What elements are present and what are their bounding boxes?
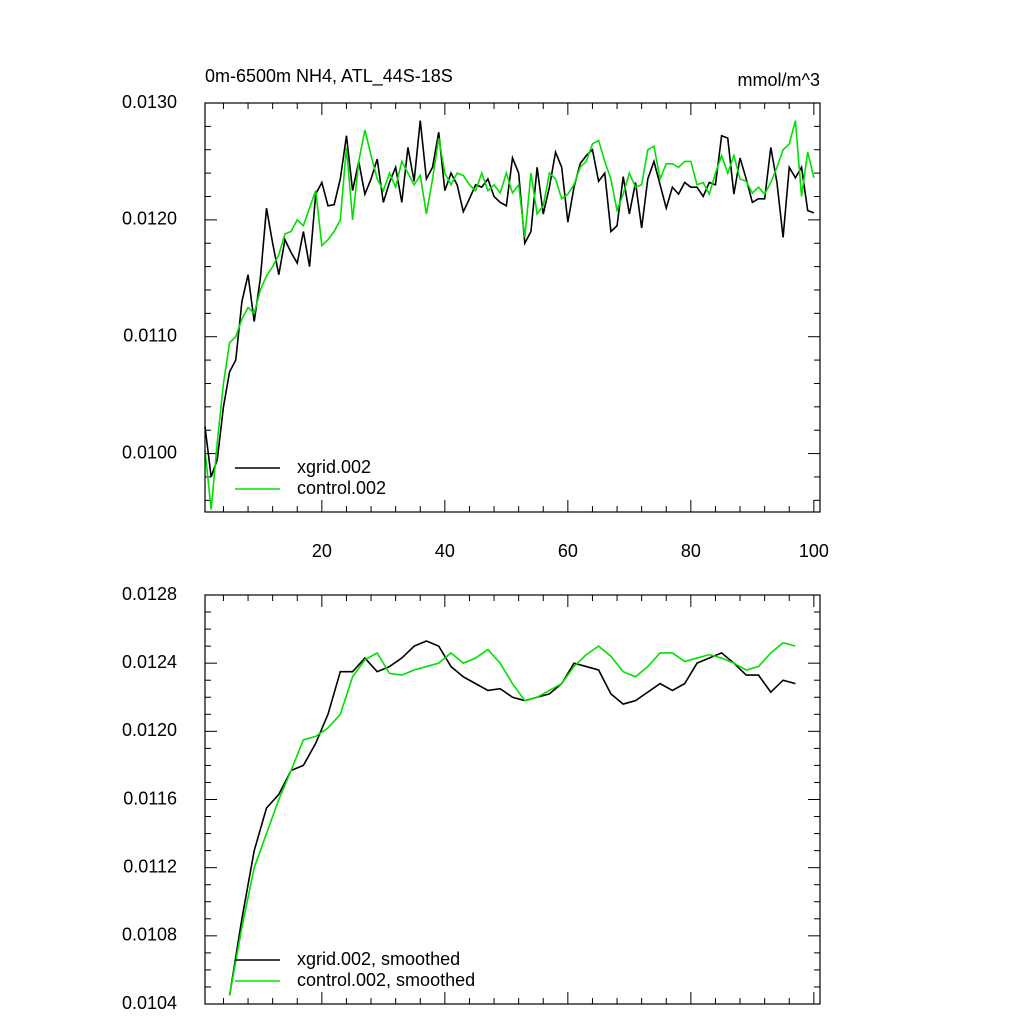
x-tick-label: 80 bbox=[681, 541, 701, 561]
x-tick-label: 60 bbox=[558, 541, 578, 561]
units-label: mmol/m^3 bbox=[738, 70, 820, 90]
series-line bbox=[204, 120, 815, 510]
x-tick-label: 100 bbox=[799, 541, 829, 561]
y-tick-label: 0.0130 bbox=[122, 92, 177, 112]
legend-label: control.002 bbox=[297, 478, 386, 498]
y-tick-label: 0.0104 bbox=[122, 993, 177, 1013]
plot-frame bbox=[204, 594, 821, 1005]
y-tick-label: 0.0112 bbox=[123, 856, 177, 876]
plot-frame bbox=[204, 102, 821, 513]
chart-title: 0m-6500m NH4, ATL_44S-18S bbox=[205, 66, 453, 87]
y-tick-label: 0.0124 bbox=[122, 652, 177, 672]
legend-label: xgrid.002 bbox=[297, 457, 371, 477]
y-tick-label: 0.0116 bbox=[123, 788, 177, 808]
series-line bbox=[204, 120, 815, 478]
x-tick-label: 40 bbox=[435, 541, 455, 561]
y-tick-label: 0.0100 bbox=[122, 442, 177, 462]
x-tick-label: 20 bbox=[312, 541, 332, 561]
series-line bbox=[228, 640, 796, 996]
y-tick-label: 0.0120 bbox=[122, 209, 177, 229]
y-tick-label: 0.0120 bbox=[122, 720, 177, 740]
y-tick-label: 0.0108 bbox=[122, 925, 177, 945]
y-tick-label: 0.0128 bbox=[122, 584, 177, 604]
y-tick-label: 0.0110 bbox=[123, 325, 177, 345]
legend-label: control.002, smoothed bbox=[297, 970, 475, 990]
series-line bbox=[228, 641, 796, 996]
legend-label: xgrid.002, smoothed bbox=[297, 949, 460, 969]
